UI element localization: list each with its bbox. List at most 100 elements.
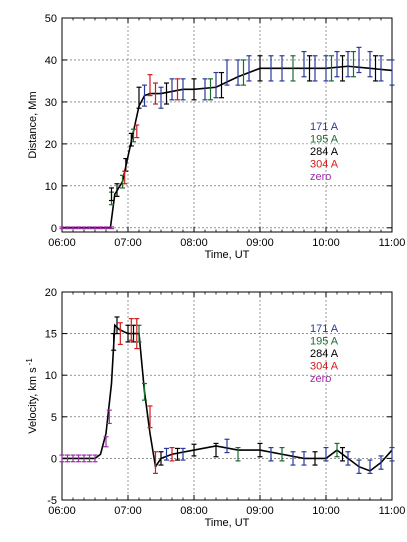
data-point-171-a — [356, 459, 362, 474]
data-point-284-a — [191, 78, 197, 101]
x-tick-label: 09:00 — [246, 505, 274, 517]
data-point-171-a — [345, 50, 351, 78]
data-point-304-a — [153, 82, 158, 105]
data-point-195-a — [334, 442, 340, 458]
data-point-zero — [92, 454, 98, 463]
data-point-195-a — [279, 446, 285, 462]
data-point-284-a — [114, 183, 120, 197]
data-point-284-a — [164, 82, 169, 105]
data-point-zero — [65, 454, 70, 463]
data-point-171-a — [345, 451, 351, 466]
legend-entry: 284 A — [310, 146, 339, 158]
data-point-284-a — [257, 442, 263, 458]
data-point-284-a — [136, 86, 142, 109]
chart-panel-2: 06:00 07:00 08:00 09:00 10:00 11:00 -5 0 5 10 15 20… — [25, 287, 406, 529]
data-point-zero — [87, 226, 92, 230]
data-point-171-a — [389, 446, 395, 462]
data-point-zero — [81, 226, 87, 230]
data-point-zero — [103, 436, 109, 448]
x-tick-label: 07:00 — [114, 505, 142, 517]
data-point-284-a — [219, 71, 224, 99]
y-tick-label: 15 — [45, 329, 57, 341]
data-point-304-a — [117, 322, 123, 346]
x-tick-label: 11:00 — [379, 505, 406, 517]
x-axis-label: Time, UT — [205, 517, 250, 529]
data-point-171-a — [290, 451, 296, 466]
y-axis-label: Velocity, km s-1 — [25, 358, 40, 434]
data-point-171-a — [367, 50, 373, 78]
data-point-zero — [59, 454, 65, 463]
legend-entry: 304 A — [310, 361, 339, 373]
data-point-171-a — [301, 50, 307, 78]
data-point-171-a — [378, 55, 384, 82]
data-point-171-a — [334, 50, 340, 78]
data-point-304-a — [169, 446, 175, 462]
data-point-284-a — [114, 316, 120, 335]
data-point-304-a — [147, 74, 153, 97]
data-point-284-a — [128, 132, 134, 147]
data-point-171-a — [202, 78, 208, 101]
data-point-284-a — [125, 324, 131, 343]
data-point-284-a — [213, 442, 219, 458]
data-point-171-a — [312, 55, 318, 82]
data-point-171-a — [235, 59, 241, 86]
data-point-171-a — [180, 78, 186, 101]
data-point-zero — [87, 454, 92, 463]
legend-entry: 171 A — [310, 121, 339, 133]
y-axis-label-superscript: -1 — [25, 358, 34, 366]
data-point-zero — [70, 454, 76, 463]
data-point-284-a — [158, 451, 164, 466]
x-tick-label: 07:00 — [114, 237, 142, 249]
data-point-284-a — [312, 451, 318, 466]
data-point-171-a — [142, 84, 147, 107]
data-point-171-a — [356, 46, 362, 74]
data-point-zero — [109, 226, 114, 230]
y-tick-label: 10 — [45, 370, 57, 382]
y-tick-label: -5 — [47, 495, 57, 507]
data-point-284-a — [109, 187, 114, 202]
legend-entry: 195 A — [310, 336, 339, 348]
x-axis-label: Time, UT — [205, 249, 250, 261]
data-point-171-a — [301, 451, 307, 466]
data-point-284-a — [373, 55, 378, 82]
data-point-zero — [106, 409, 112, 425]
data-point-304-a — [128, 318, 134, 341]
y-axis-label: Distance, Mm — [27, 91, 39, 158]
data-point-zero — [76, 454, 81, 463]
data-point-zero — [92, 226, 98, 230]
data-point-195-a — [329, 55, 334, 82]
y-tick-label: 50 — [45, 13, 57, 25]
x-tick-label: 10:00 — [312, 237, 340, 249]
data-point-304-a — [147, 405, 153, 429]
data-point-171-a — [169, 78, 175, 101]
x-tick-label: 10:00 — [312, 505, 340, 517]
data-point-195-a — [235, 446, 241, 462]
data-point-zero — [59, 226, 65, 230]
data-point-284-a — [340, 446, 345, 462]
data-point-171-a — [213, 71, 219, 99]
x-tick-label: 08:00 — [180, 237, 208, 249]
data-point-284-a — [257, 55, 263, 82]
data-point-304-a — [122, 170, 128, 185]
y-tick-label: 20 — [45, 287, 57, 299]
data-point-171-a — [268, 446, 274, 462]
x-tick-label: 09:00 — [246, 237, 274, 249]
data-point-171-a — [158, 86, 164, 109]
data-point-304-a — [134, 318, 140, 350]
x-tick-label: 06:00 — [48, 237, 76, 249]
data-point-284-a — [191, 443, 197, 457]
data-point-171-a — [268, 55, 274, 82]
data-point-171-a — [378, 455, 384, 470]
data-point-284-a — [340, 55, 345, 82]
y-tick-label: 5 — [51, 412, 57, 424]
legend-entry: 284 A — [310, 348, 339, 360]
y-tick-label: 10 — [45, 181, 57, 193]
y-tick-label: 30 — [45, 97, 57, 109]
x-tick-label: 11:00 — [379, 237, 406, 249]
data-point-304-a — [153, 451, 158, 474]
data-point-171-a — [367, 459, 373, 474]
data-point-zero — [81, 454, 87, 463]
y-tick-label: 0 — [51, 453, 57, 465]
data-point-171-a — [224, 59, 230, 86]
